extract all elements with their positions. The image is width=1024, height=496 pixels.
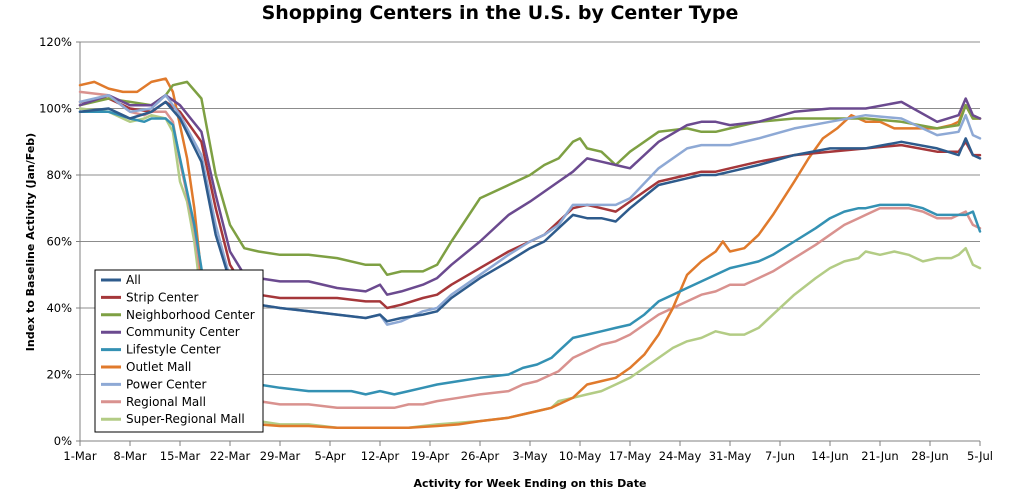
x-tick-label: 8-Mar — [113, 449, 146, 463]
x-tick-label: 1-Mar — [63, 449, 96, 463]
x-tick-label: 21-Jun — [861, 449, 898, 463]
legend-label: All — [126, 273, 141, 287]
legend-label: Community Center — [126, 325, 240, 339]
x-tick-label: 15-Mar — [160, 449, 201, 463]
x-tick-label: 5-Jul — [967, 449, 993, 463]
legend-label: Strip Center — [126, 290, 198, 304]
legend-label: Regional Mall — [126, 395, 206, 409]
series-line-strip-center — [78, 97, 982, 310]
series-line-power-center — [78, 93, 982, 326]
x-tick-label: 12-Apr — [361, 449, 400, 463]
x-tick-label: 14-Jun — [811, 449, 848, 463]
x-axis-ticks: 1-Mar 8-Mar 15-Mar 22-Mar 29-Mar 5-Apr 12-Apr 1… — [63, 441, 993, 463]
series-line-all — [78, 100, 982, 323]
y-axis-ticks: 0% 20% 40% 60% 80% 100% 120% — [39, 35, 80, 448]
x-axis-label: Activity for Week Ending on this Date — [414, 477, 647, 490]
chart-title: Shopping Centers in the U.S. by Center T… — [262, 2, 739, 24]
x-tick-label: 17-May — [609, 449, 652, 463]
series-line-community-center — [78, 93, 982, 296]
legend-box — [94, 269, 264, 433]
y-tick-label: 20% — [46, 368, 72, 382]
x-tick-label: 19-Apr — [411, 449, 450, 463]
x-tick-label: 3-May — [512, 449, 547, 463]
x-tick-label: 7-Jun — [765, 449, 795, 463]
x-tick-label: 28-Jun — [911, 449, 948, 463]
legend: All Strip Center Neighborhood Center Commun… — [94, 269, 264, 433]
x-tick-label: 31-May — [709, 449, 752, 463]
y-axis-label: Index to Baseline Activity (Jan/Feb) — [24, 133, 37, 351]
x-tick-label: 10-May — [559, 449, 602, 463]
x-tick-label: 26-Apr — [461, 449, 500, 463]
legend-label: Lifestyle Center — [126, 343, 221, 357]
y-tick-label: 60% — [46, 235, 72, 249]
x-tick-label: 29-Mar — [260, 449, 301, 463]
y-tick-label: 120% — [39, 35, 72, 49]
y-tick-label: 0% — [54, 434, 72, 448]
x-tick-label: 24-May — [659, 449, 702, 463]
x-tick-label: 5-Apr — [314, 449, 345, 463]
x-tick-label: 22-Mar — [210, 449, 251, 463]
y-tick-label: 40% — [46, 301, 72, 315]
y-tick-label: 100% — [39, 102, 72, 116]
legend-label: Neighborhood Center — [126, 308, 255, 322]
y-tick-label: 80% — [46, 168, 72, 182]
series-line-neighborhood-center — [78, 80, 982, 277]
legend-label: Outlet Mall — [126, 360, 191, 374]
legend-label: Super-Regional Mall — [126, 412, 245, 426]
legend-label: Power Center — [126, 377, 207, 391]
